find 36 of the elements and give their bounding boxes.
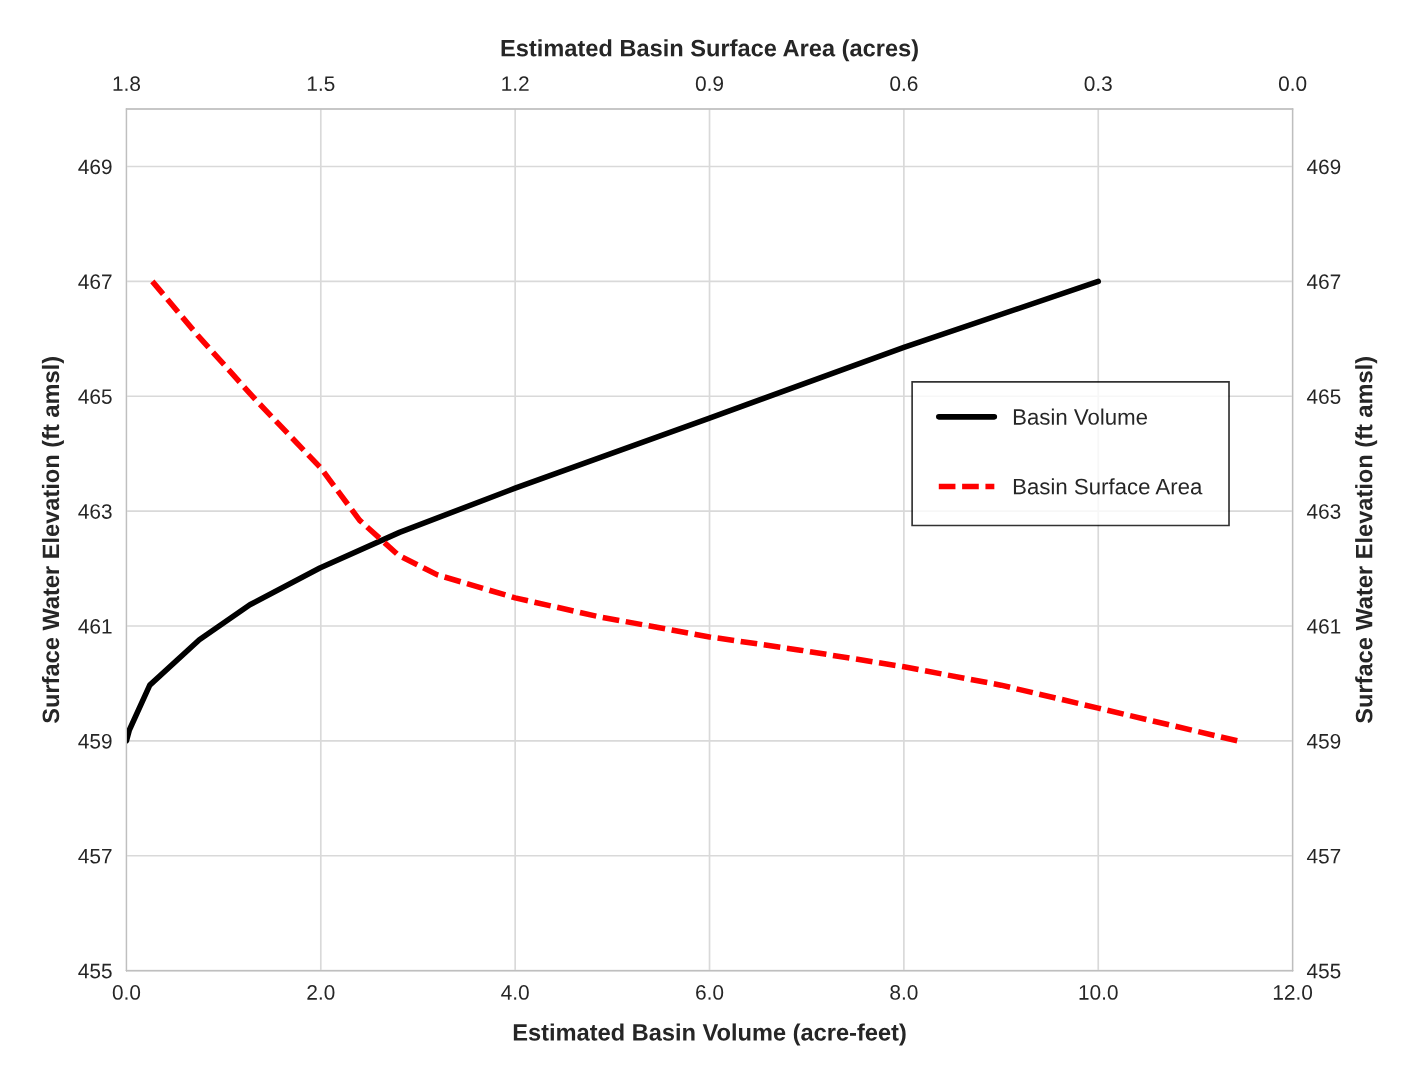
x2-tick-label: 0.0 bbox=[1278, 76, 1307, 92]
y-tick-label: 467 bbox=[78, 274, 112, 290]
legend-label: Basin Volume bbox=[1013, 408, 1148, 425]
y2-tick-label: 457 bbox=[1306, 848, 1341, 864]
x2-tick-label: 0.3 bbox=[1084, 76, 1112, 92]
y-tick-label: 461 bbox=[78, 619, 112, 634]
y2-tick-label: 469 bbox=[1306, 159, 1341, 175]
y2-tick-label: 463 bbox=[1306, 504, 1341, 519]
y-axis-title: Surface Water Elevation (ft amsl) bbox=[41, 357, 64, 724]
y-tick-label: 455 bbox=[78, 963, 112, 979]
x2-tick-label: 0.9 bbox=[695, 76, 724, 92]
x2-tick-label: 0.6 bbox=[890, 76, 918, 92]
y2-tick-label: 461 bbox=[1306, 619, 1341, 634]
x-tick-label: 4.0 bbox=[501, 985, 529, 1000]
y-tick-label: 463 bbox=[78, 504, 112, 519]
y2-tick-label: 459 bbox=[1306, 733, 1341, 749]
x-tick-label: 0.0 bbox=[112, 985, 141, 1000]
x-tick-label: 8.0 bbox=[890, 985, 918, 1000]
x2-axis-title: Estimated Basin Surface Area (acres) bbox=[501, 39, 918, 62]
x2-tick-label: 1.8 bbox=[113, 76, 141, 92]
y-tick-label: 459 bbox=[78, 733, 112, 749]
x2-tick-label: 1.5 bbox=[307, 76, 335, 92]
y-tick-label: 457 bbox=[78, 848, 112, 864]
x-tick-label: 6.0 bbox=[696, 985, 724, 1000]
x-tick-label: 10.0 bbox=[1079, 985, 1118, 1000]
x2-tick-label: 1.2 bbox=[502, 76, 529, 91]
legend-label: Basin Surface Area bbox=[1013, 478, 1203, 495]
x-tick-label: 2.0 bbox=[307, 985, 335, 1000]
y2-axis-title: Surface Water Elevation (ft amsl) bbox=[1355, 357, 1378, 724]
x-tick-label: 12.0 bbox=[1273, 985, 1313, 1000]
y-tick-label: 469 bbox=[78, 159, 112, 175]
y2-tick-label: 467 bbox=[1306, 274, 1341, 290]
y2-tick-label: 465 bbox=[1306, 389, 1341, 404]
y-tick-label: 465 bbox=[78, 389, 112, 404]
y2-tick-label: 455 bbox=[1306, 963, 1341, 979]
x-axis-title: Estimated Basin Volume (acre-feet) bbox=[513, 1023, 906, 1046]
